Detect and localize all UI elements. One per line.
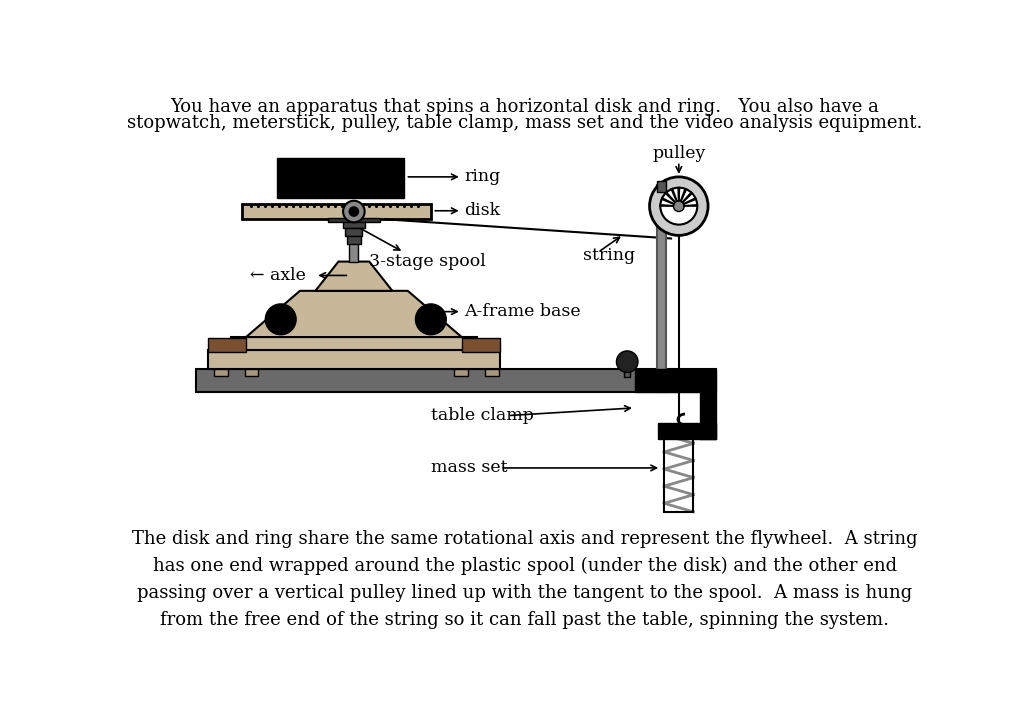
- Bar: [665, 435, 693, 512]
- Bar: [462, 338, 500, 352]
- Bar: [243, 204, 431, 219]
- Circle shape: [265, 304, 296, 334]
- Text: mass set: mass set: [431, 460, 507, 477]
- Text: A-frame base: A-frame base: [464, 303, 581, 320]
- Circle shape: [616, 351, 638, 372]
- Circle shape: [343, 201, 365, 222]
- Bar: [208, 338, 246, 352]
- Text: string: string: [584, 247, 636, 264]
- Text: disk: disk: [464, 202, 500, 219]
- Bar: [349, 219, 358, 262]
- Polygon shape: [246, 291, 462, 337]
- Circle shape: [660, 188, 697, 225]
- Text: ring: ring: [464, 168, 500, 185]
- Bar: [625, 363, 631, 377]
- Text: stopwatch, meterstick, pulley, table clamp, mass set and the video analysis equi: stopwatch, meterstick, pulley, table cla…: [127, 114, 923, 132]
- Bar: [245, 370, 258, 375]
- Bar: [214, 370, 227, 375]
- Bar: [454, 370, 468, 375]
- Circle shape: [416, 304, 446, 334]
- Text: You have an apparatus that spins a horizontal disk and ring.   You also have a: You have an apparatus that spins a horiz…: [170, 99, 880, 116]
- Bar: [328, 218, 380, 222]
- Bar: [230, 337, 477, 350]
- Bar: [700, 370, 716, 439]
- Bar: [658, 423, 716, 439]
- Text: ← axle: ← axle: [250, 267, 306, 284]
- Bar: [484, 370, 499, 375]
- Bar: [657, 181, 667, 192]
- Bar: [196, 370, 716, 393]
- Bar: [347, 236, 360, 244]
- Circle shape: [349, 207, 358, 216]
- Bar: [657, 184, 667, 393]
- Circle shape: [674, 201, 684, 211]
- Bar: [208, 350, 500, 370]
- Bar: [635, 370, 708, 393]
- Bar: [343, 219, 365, 229]
- Text: pulley: pulley: [652, 145, 706, 163]
- Bar: [276, 158, 403, 199]
- Circle shape: [649, 177, 708, 235]
- Text: table clamp: table clamp: [431, 407, 534, 424]
- Polygon shape: [315, 262, 392, 291]
- Text: 3-stage spool: 3-stage spool: [370, 253, 486, 270]
- Bar: [345, 229, 362, 236]
- Text: The disk and ring share the same rotational axis and represent the flywheel.  A : The disk and ring share the same rotatio…: [132, 529, 918, 629]
